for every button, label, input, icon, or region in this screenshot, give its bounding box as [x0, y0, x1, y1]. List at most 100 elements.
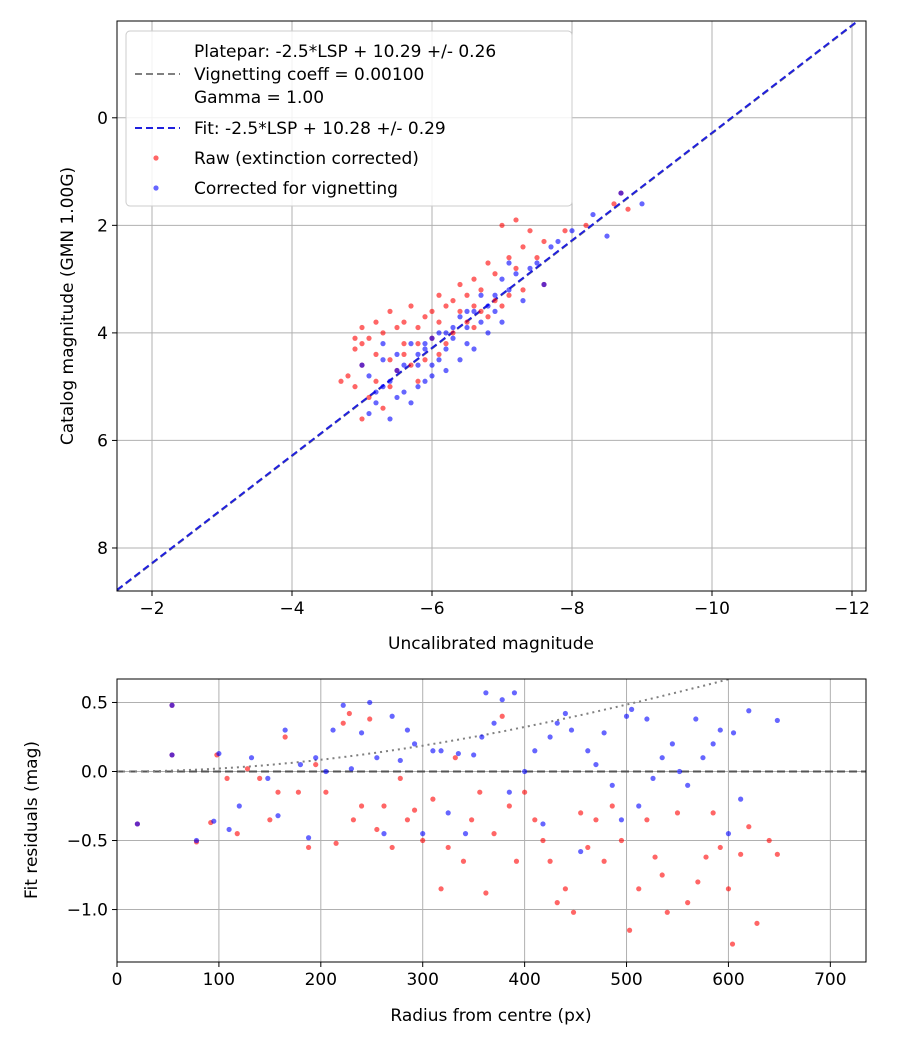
corrected-point: [492, 292, 498, 298]
raw-residual-point: [746, 824, 752, 830]
corrected-residual-point: [455, 750, 461, 757]
raw-point: [499, 303, 505, 309]
raw-point: [408, 362, 414, 368]
corrected-point: [548, 244, 554, 250]
corrected-residual-point: [397, 757, 403, 764]
corrected-residual-point: [547, 734, 553, 740]
raw-point: [387, 308, 393, 314]
raw-residual-point: [674, 810, 681, 816]
raw-residual-point: [703, 854, 709, 860]
corrected-point: [443, 346, 449, 352]
corrected-residual-point: [730, 730, 737, 736]
corrected-residual-point: [554, 720, 560, 726]
raw-point: [401, 319, 407, 325]
corrected-point: [408, 341, 414, 347]
raw-point: [499, 222, 505, 228]
raw-residual-point: [438, 886, 444, 892]
corrected-residual-point: [313, 755, 319, 761]
raw-residual-point: [774, 851, 780, 857]
corrected-residual-point: [367, 699, 373, 706]
raw-residual-point: [282, 734, 288, 740]
raw-point: [415, 341, 421, 347]
corrected-point: [415, 351, 421, 357]
top-raw-points: [338, 190, 631, 422]
corrected-point: [618, 190, 624, 196]
raw-residual-point: [323, 789, 329, 795]
raw-point: [562, 228, 568, 234]
raw-point: [373, 319, 379, 325]
corrected-residual-point: [511, 690, 518, 696]
raw-residual-point: [389, 844, 395, 851]
raw-point: [401, 351, 407, 357]
corrected-point: [401, 389, 407, 395]
raw-point: [373, 378, 379, 384]
raw-point: [443, 341, 449, 347]
raw-residual-point: [547, 858, 553, 864]
raw-residual-point: [585, 844, 591, 851]
corrected-residual-point: [774, 717, 780, 724]
corrected-point: [464, 308, 470, 314]
corrected-residual-point: [623, 713, 630, 719]
bottom-plot-frame: [116, 678, 867, 963]
raw-residual-point: [725, 886, 732, 892]
corrected-residual-point: [499, 697, 505, 703]
corrected-point: [450, 324, 456, 331]
x-tick-label: −8: [559, 599, 584, 619]
raw-residual-point: [275, 789, 281, 795]
corrected-point: [394, 394, 400, 401]
top-y-ticks: 0 2 4 6 8: [97, 109, 117, 559]
corrected-residual-point: [445, 810, 451, 816]
raw-residual-point: [224, 775, 230, 781]
corrected-point: [520, 298, 526, 304]
corrected-point: [366, 373, 372, 379]
corrected-residual-point: [323, 768, 329, 775]
top-plot-frame: [116, 20, 867, 592]
bottom-y-axis-label: Fit residuals (mag): [22, 741, 42, 899]
corrected-residual-point: [248, 755, 255, 761]
corrected-residual-point: [420, 831, 426, 837]
legend-platepar-label-line3: Gamma = 1.00: [194, 88, 324, 108]
corrected-residual-point: [297, 761, 304, 768]
legend-corrected-marker: [153, 185, 159, 191]
corrected-point: [464, 324, 470, 331]
y-tick-label: −1.0: [67, 901, 108, 921]
corrected-point: [387, 378, 393, 384]
corrected-residual-point: [404, 727, 411, 733]
x-tick-label: 400: [508, 970, 540, 990]
raw-residual-point: [618, 837, 625, 844]
corrected-residual-point: [506, 789, 512, 795]
raw-residual-point: [754, 920, 760, 926]
corrected-point: [492, 308, 498, 314]
raw-residual-point: [333, 840, 339, 846]
corrected-residual-point: [629, 706, 635, 712]
raw-point: [506, 255, 512, 261]
raw-residual-point: [513, 858, 520, 864]
raw-residual-point: [766, 837, 772, 844]
corrected-residual-point: [601, 730, 607, 736]
y-tick-label: 8: [97, 539, 108, 559]
raw-residual-point: [267, 817, 273, 823]
corrected-point: [429, 335, 435, 341]
bottom-chart: 0 100 200 300 400 500 600 700 0.5 0.0 −0.5 −1.0 Ra…: [22, 678, 867, 1026]
raw-point: [471, 303, 477, 309]
corrected-point: [527, 265, 533, 271]
corrected-point: [541, 281, 547, 288]
top-chart: −2 −4 −6 −8 −10 −12 0 2 4 6 8 Uncalibrated magnit…: [58, 20, 870, 654]
corrected-residual-point: [462, 831, 469, 837]
raw-residual-point: [469, 817, 475, 823]
y-tick-label: 2: [97, 216, 108, 236]
legend-corrected-label: Corrected for vignetting: [194, 179, 398, 199]
corrected-point: [366, 410, 372, 417]
raw-residual-point: [652, 854, 658, 860]
corrected-residual-point: [330, 727, 336, 733]
raw-residual-point: [593, 817, 599, 823]
x-tick-label: 500: [610, 970, 642, 990]
corrected-residual-point: [659, 755, 665, 761]
raw-point: [436, 351, 442, 357]
corrected-point: [408, 400, 414, 406]
raw-residual-point: [717, 844, 723, 851]
corrected-residual-point: [265, 775, 271, 781]
raw-point: [485, 260, 491, 266]
raw-residual-point: [710, 810, 716, 816]
